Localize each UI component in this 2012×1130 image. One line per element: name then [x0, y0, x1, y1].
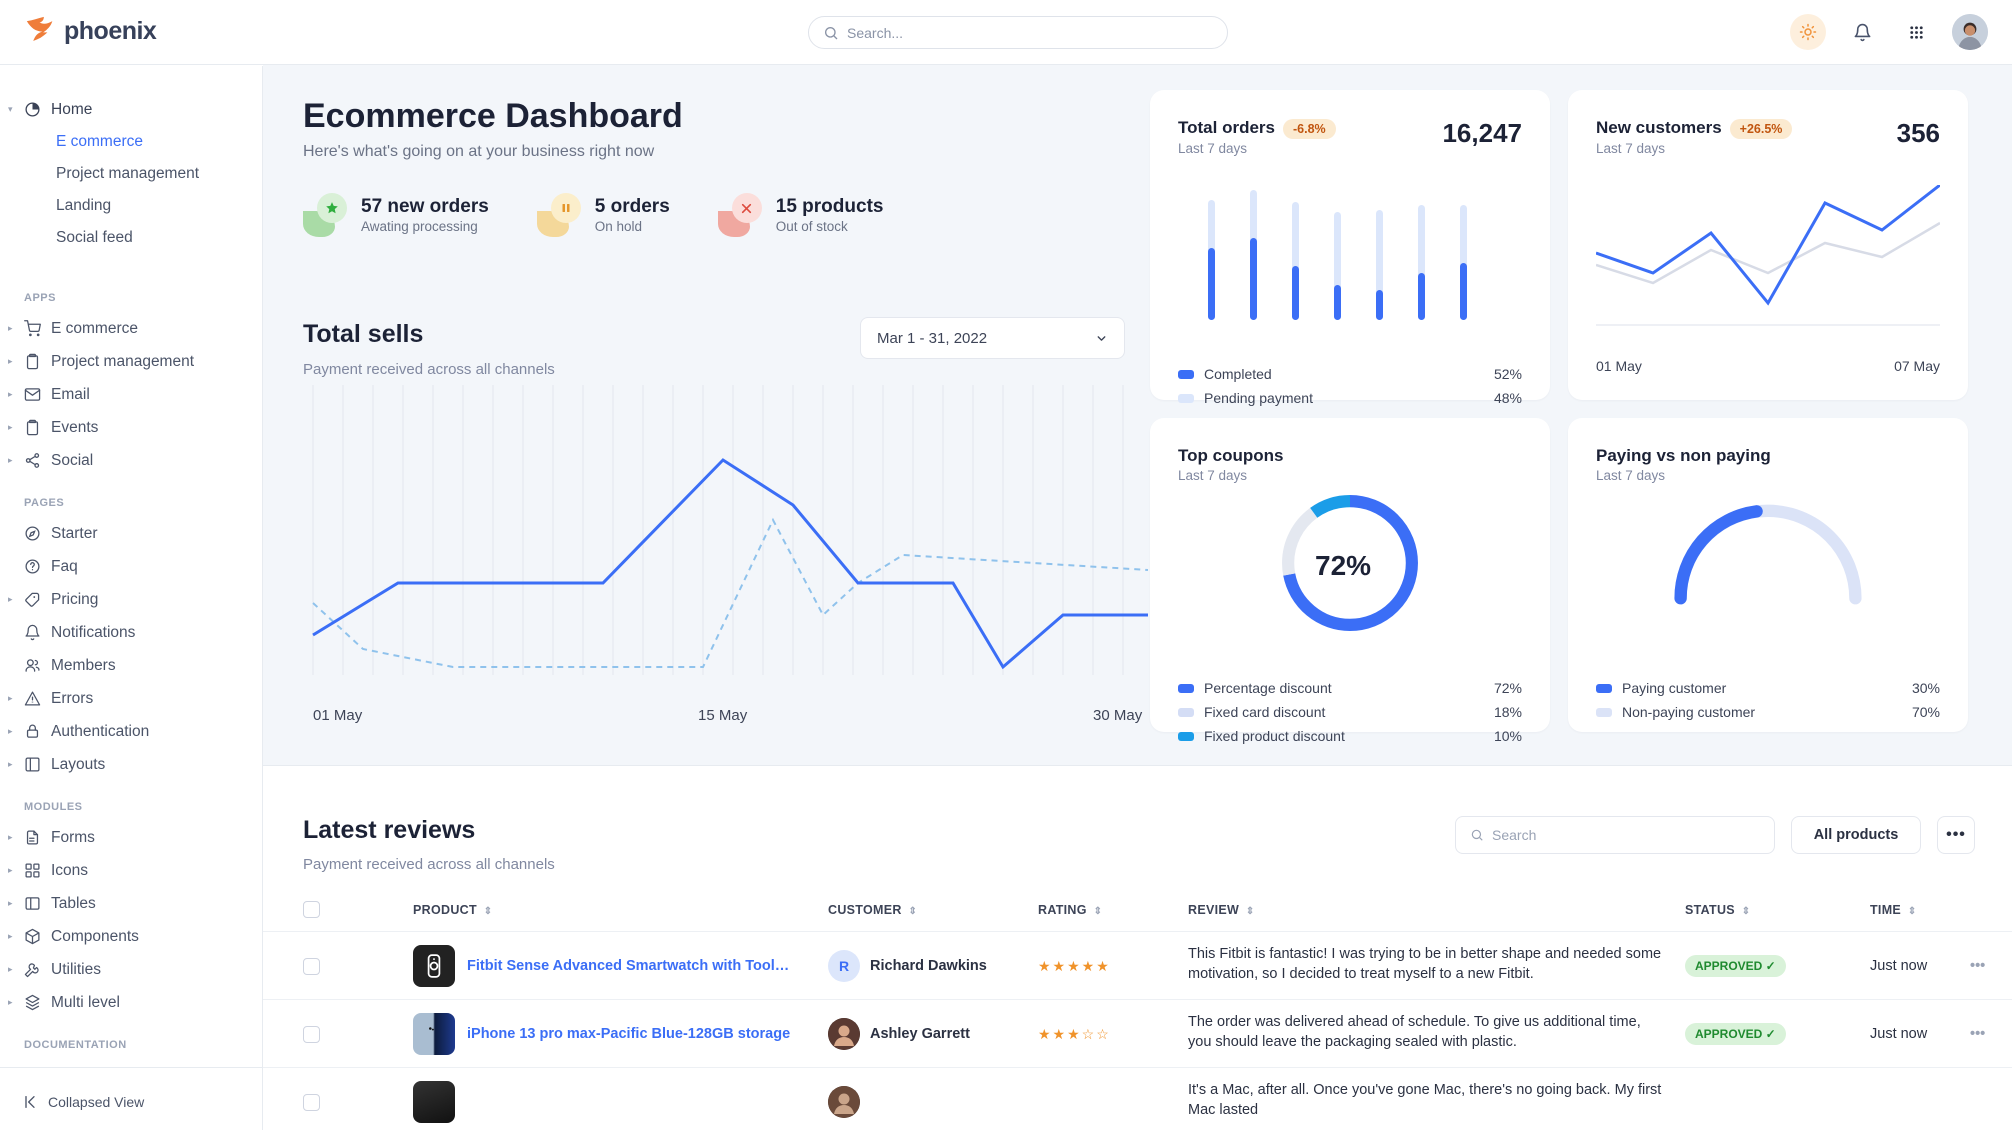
- svg-text:15 May: 15 May: [698, 707, 748, 724]
- svg-text:30 May: 30 May: [1093, 707, 1143, 724]
- svg-text:01 May: 01 May: [313, 707, 363, 724]
